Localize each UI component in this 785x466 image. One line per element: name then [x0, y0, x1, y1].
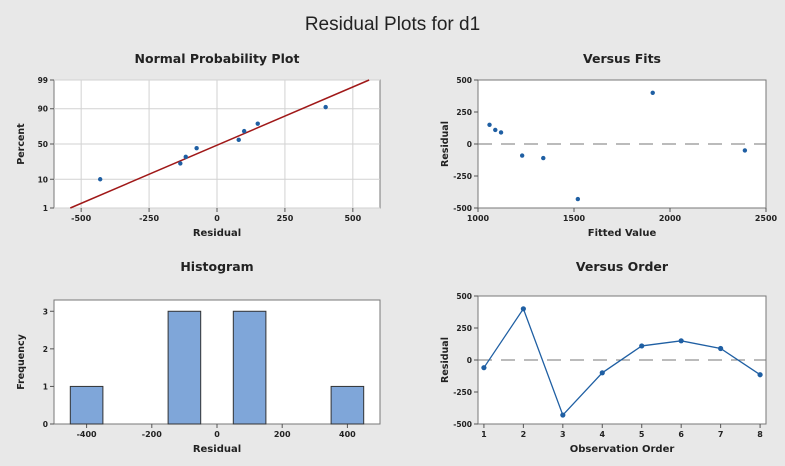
data-point	[241, 128, 247, 134]
x-tick-label: 7	[718, 430, 724, 439]
y-tick-label: 2	[43, 345, 48, 354]
x-tick-label: -500	[71, 214, 91, 223]
y-tick-label: 50	[38, 140, 48, 149]
x-axis-label: Residual	[193, 444, 241, 455]
series-line	[483, 307, 761, 417]
y-tick-label: 500	[456, 292, 472, 301]
data-point	[487, 122, 492, 128]
y-tick-label: 250	[456, 324, 472, 333]
data-point	[498, 130, 504, 135]
data-point	[575, 196, 581, 202]
data-point	[236, 137, 241, 143]
y-tick-label: 250	[456, 108, 472, 117]
y-tick-label: 1	[43, 204, 48, 213]
histogram-bar	[330, 385, 365, 425]
x-tick-label: 1	[481, 430, 487, 439]
y-tick-label: 10	[38, 175, 48, 184]
y-tick-label: 0	[467, 140, 472, 149]
normal-probability-plot: Normal Probability Plot -500 -250 0 250 500 1 1…	[16, 51, 381, 239]
data-point	[97, 177, 103, 182]
panel-title: Normal Probability Plot	[135, 51, 300, 66]
x-tick-label: -200	[142, 430, 162, 439]
y-axis-label: Residual	[440, 337, 451, 383]
x-tick-label: -400	[77, 430, 97, 439]
data-point	[520, 306, 526, 312]
page-title: Residual Plots for d1	[304, 14, 481, 35]
data-point	[183, 154, 188, 160]
x-tick-label: 500	[344, 214, 361, 223]
y-tick-label: 99	[38, 76, 48, 85]
y-tick-label: -500	[453, 204, 472, 213]
y-tick-label: 3	[43, 307, 48, 316]
y-tick-label: 0	[467, 356, 472, 365]
histogram-bar	[232, 310, 267, 425]
x-tick-label: 200	[274, 430, 291, 439]
x-tick-label: 8	[757, 430, 763, 439]
y-tick-label: 1	[43, 382, 48, 391]
y-axis-label: Percent	[16, 123, 27, 165]
data-point	[650, 90, 655, 95]
y-axis-label: Frequency	[16, 333, 27, 389]
plot-area	[53, 299, 381, 425]
x-tick-label: 2500	[755, 214, 778, 223]
panel-title: Versus Fits	[583, 51, 661, 66]
x-tick-label: 2	[521, 430, 527, 439]
data-point	[742, 148, 748, 153]
x-tick-label: 400	[339, 430, 356, 439]
panel-title: Histogram	[180, 259, 253, 274]
y-tick-label: 0	[43, 420, 48, 429]
data-point	[718, 345, 724, 352]
data-point	[599, 370, 605, 376]
histogram-bar	[167, 310, 202, 425]
x-tick-label: 1500	[563, 214, 586, 223]
data-point	[519, 153, 525, 158]
data-point	[639, 343, 645, 349]
x-axis-label: Residual	[193, 228, 241, 239]
data-point	[493, 127, 498, 133]
x-tick-label: 1000	[467, 214, 490, 223]
data-point	[194, 145, 199, 151]
x-tick-label: 0	[214, 430, 220, 439]
x-tick-label: 5	[639, 430, 645, 439]
data-point	[481, 365, 487, 371]
x-tick-label: 3	[560, 430, 566, 439]
x-tick-label: 2000	[659, 214, 682, 223]
x-tick-label: 6	[678, 430, 684, 439]
data-point	[757, 372, 763, 378]
histogram-bar	[69, 385, 104, 425]
data-point	[541, 155, 546, 161]
x-tick-label: -250	[139, 214, 159, 223]
x-tick-label: 4	[599, 430, 605, 439]
data-point	[678, 338, 684, 344]
versus-order-plot: Versus Order 1 2 3 4 5 6 7 8 -500 -250 0 250 500 Obser…	[440, 259, 767, 455]
histogram-plot: Histogram -400 -200 0 200 400 0 1 2 3 Residual Freq…	[16, 259, 381, 455]
panel-title: Versus Order	[576, 259, 669, 274]
y-tick-label: -500	[453, 420, 472, 429]
y-tick-label: 500	[456, 76, 472, 85]
y-tick-label: -250	[453, 172, 472, 181]
y-tick-label: -250	[453, 388, 472, 397]
y-tick-label: 90	[38, 105, 48, 114]
x-tick-label: 0	[214, 214, 220, 223]
x-axis-label: Observation Order	[570, 444, 675, 455]
y-axis-label: Residual	[440, 121, 451, 167]
fit-line	[70, 79, 370, 209]
x-axis-label: Fitted Value	[588, 228, 657, 239]
versus-fits-plot: Versus Fits 1000 1500 2000 2500 -500 -250 0 250 5…	[440, 51, 778, 239]
x-tick-label: 250	[277, 214, 294, 223]
data-point	[560, 412, 566, 418]
data-point	[323, 104, 328, 110]
data-point	[255, 121, 260, 126]
data-point	[178, 161, 183, 166]
